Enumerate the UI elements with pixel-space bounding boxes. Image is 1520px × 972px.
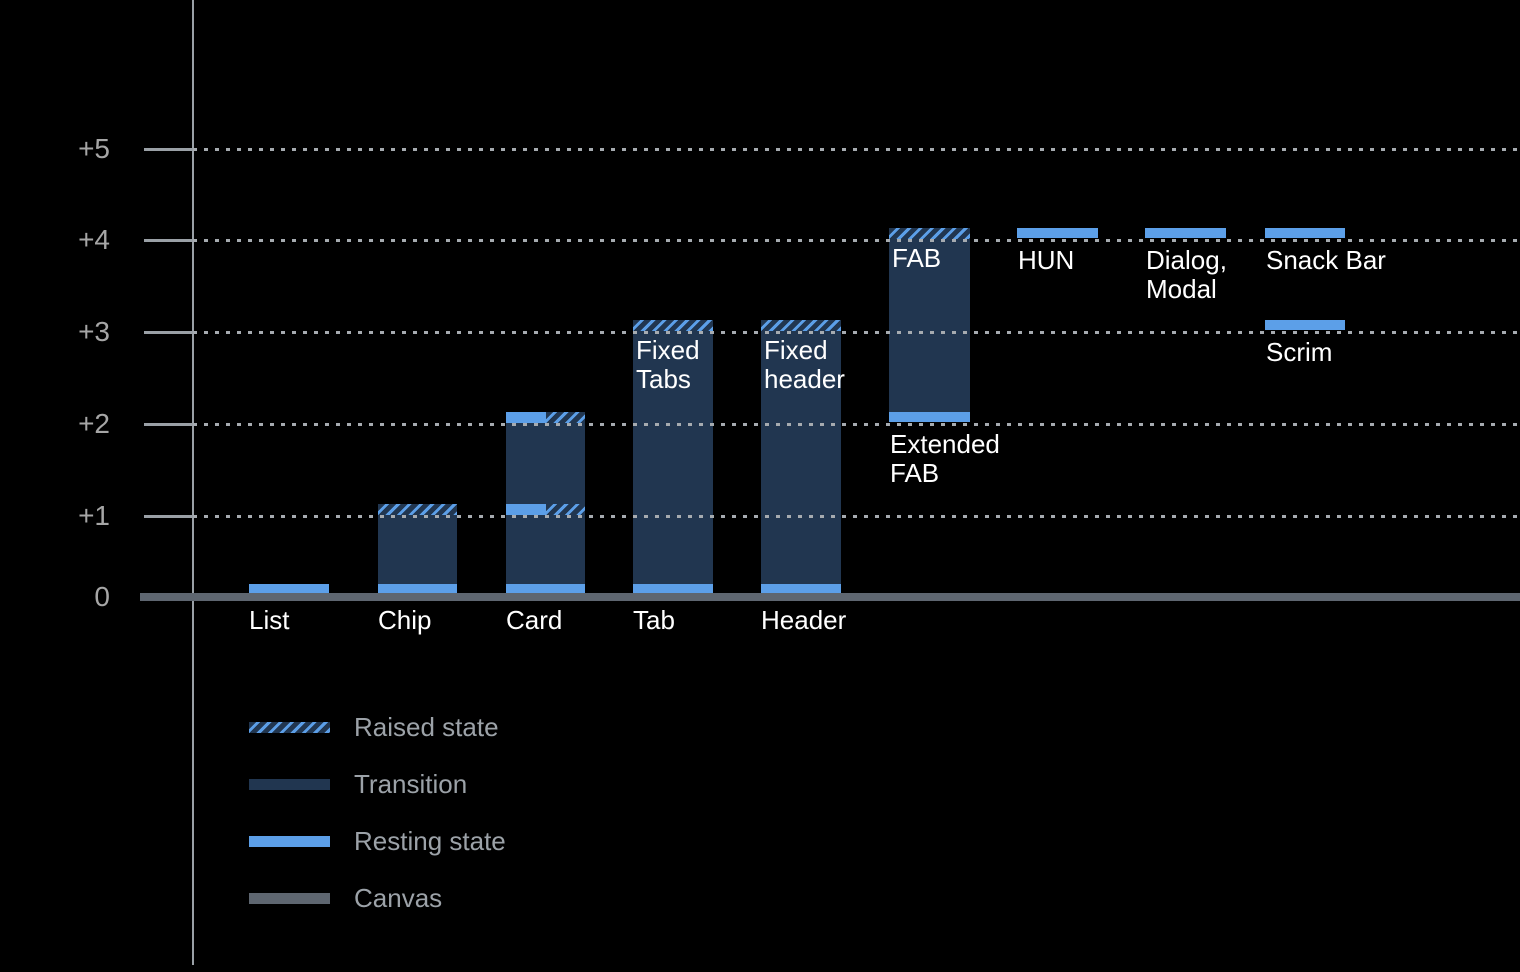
legend-swatch-canvas [249, 892, 330, 904]
legend-item: Canvas [249, 882, 443, 913]
bar-segment-raised [889, 228, 970, 239]
y-axis-line [192, 0, 194, 965]
legend-label: Canvas [354, 882, 443, 913]
bar-label: List [249, 605, 290, 635]
bar-label: Chip [378, 605, 432, 635]
bar-segment-transition [761, 331, 841, 584]
bar-label: Fixed Tabs [636, 335, 700, 394]
bar-segment-resting [249, 584, 329, 593]
bar-segment-resting [1265, 320, 1345, 330]
gridline [193, 239, 1520, 242]
y-tick-mark [144, 423, 193, 426]
y-tick-label: +3 [78, 316, 110, 347]
bar-label: Header [761, 605, 847, 635]
bar-segment-resting [761, 584, 841, 593]
legend-label: Resting state [354, 825, 506, 856]
gridline [193, 515, 1520, 518]
bar-segment-resting [889, 412, 970, 422]
bar-label: Snack Bar [1266, 245, 1386, 275]
legend-item: Transition [249, 768, 468, 799]
bar-label: HUN [1018, 245, 1075, 275]
bar-segment-raised [546, 504, 585, 515]
bar-label: Extended FAB [890, 429, 1000, 488]
bar-label: Tab [633, 605, 675, 635]
y-tick-label: +1 [78, 500, 110, 531]
legend-label: Transition [354, 768, 468, 799]
y-tick-mark [144, 515, 193, 518]
y-tick-label: +2 [78, 408, 110, 439]
y-tick-label: 0 [94, 581, 110, 612]
y-tick-label: +4 [78, 224, 110, 255]
bar-segment-raised [761, 320, 841, 331]
y-tick-mark [144, 331, 193, 334]
bar-segment-resting [1017, 228, 1098, 238]
bar-label: Scrim [1266, 337, 1333, 367]
canvas-baseline [140, 593, 1520, 601]
bar-segment-raised [633, 320, 713, 331]
legend-swatch-transition [249, 778, 330, 790]
bar-segment-resting [633, 584, 713, 593]
legend-item: Raised state [249, 711, 499, 742]
bar-segment-resting [506, 584, 585, 593]
bar-segment-resting [506, 412, 546, 423]
bar-segment-transition [889, 239, 970, 412]
bar-segment-transition [633, 331, 713, 584]
legend-label: Raised state [354, 711, 499, 742]
gridline [193, 148, 1520, 151]
bar-label: Fixed header [764, 335, 845, 394]
bar-segment-transition [506, 423, 585, 584]
gridline [193, 423, 1520, 426]
bar-segment-resting [506, 504, 546, 515]
bar-label: Dialog, Modal [1146, 245, 1227, 304]
bar-label: FAB [892, 243, 942, 273]
legend-item: Resting state [249, 825, 506, 856]
bar-segment-raised [546, 412, 585, 423]
bar-segment-resting [1145, 228, 1226, 238]
legend-swatch-raised [249, 721, 330, 733]
bar-label: Card [506, 605, 563, 635]
bar-segment-raised [378, 504, 457, 515]
legend-swatch-resting [249, 835, 330, 847]
y-tick-label: +5 [78, 133, 110, 164]
bar-segment-resting [378, 584, 457, 593]
gridline [193, 331, 1520, 334]
bar-segment-resting [1265, 228, 1345, 238]
y-tick-mark [144, 148, 193, 151]
bar-segment-transition [378, 515, 457, 584]
y-tick-mark [144, 239, 193, 242]
